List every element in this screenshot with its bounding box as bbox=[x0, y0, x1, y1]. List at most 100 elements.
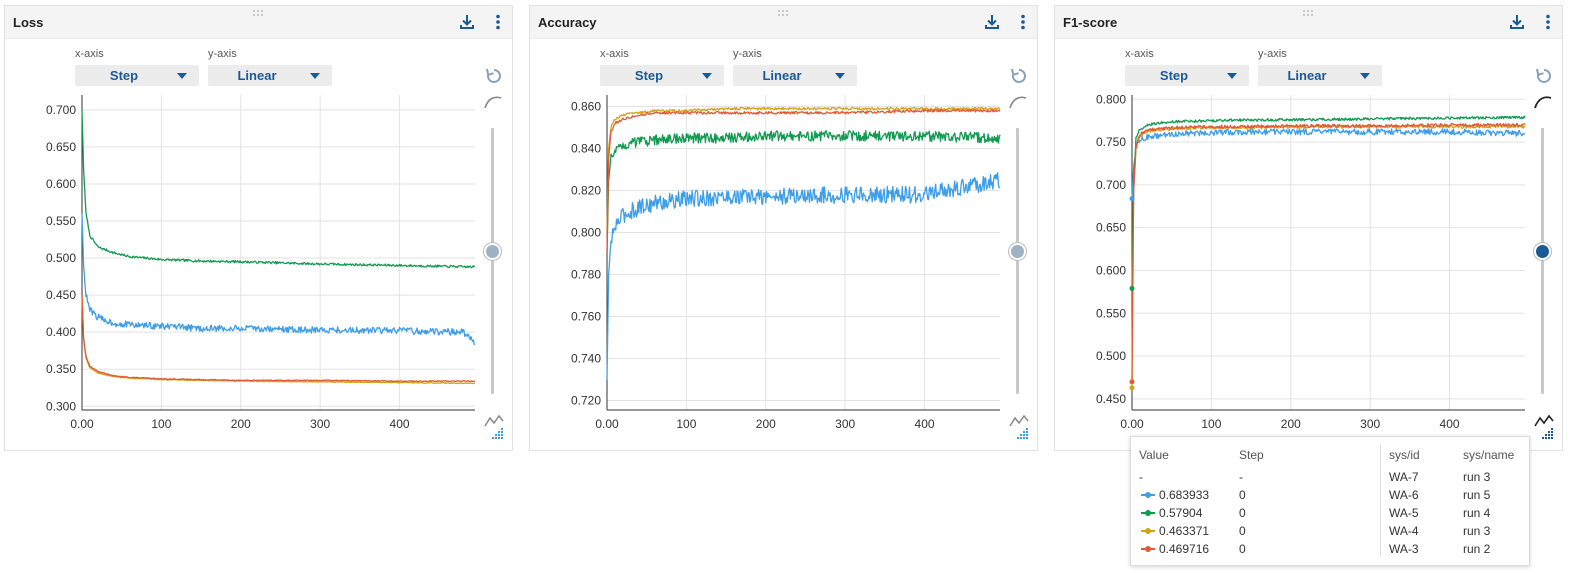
download-icon[interactable] bbox=[458, 13, 476, 31]
panel-title: Loss bbox=[13, 15, 44, 30]
smoothing-slider-track[interactable] bbox=[1016, 128, 1019, 394]
y-axis-caption: y-axis bbox=[208, 48, 237, 60]
reset-zoom-icon[interactable] bbox=[1009, 66, 1029, 86]
x-axis-value: Step bbox=[634, 68, 664, 83]
y-axis-value: Linear bbox=[237, 68, 277, 83]
x-tick-label: 300 bbox=[835, 417, 855, 431]
x-tick-label: 0.00 bbox=[70, 417, 94, 431]
smooth-curve-icon[interactable] bbox=[1533, 94, 1553, 110]
hover-point-marker-1 bbox=[1129, 285, 1135, 291]
drag-handle-icon[interactable] bbox=[253, 10, 267, 20]
series-line-3 bbox=[606, 108, 1001, 254]
hover-tooltip: Value Step sys/id sys/name - - WA-7 run 3 0.… bbox=[1130, 436, 1530, 566]
x-tick-label: 400 bbox=[1440, 417, 1460, 431]
y-tick-label: 0.550 bbox=[46, 214, 76, 228]
smoothing-slider-handle[interactable] bbox=[484, 243, 501, 260]
series-color-marker bbox=[1141, 492, 1155, 498]
smoothing-slider-track[interactable] bbox=[491, 128, 494, 394]
y-tick-label: 0.780 bbox=[571, 268, 601, 282]
chevron-down-icon bbox=[1227, 73, 1237, 79]
hover-point-marker-0 bbox=[1129, 196, 1135, 202]
reset-zoom-icon[interactable] bbox=[1534, 66, 1554, 86]
chevron-down-icon bbox=[177, 73, 187, 79]
x-axis-caption: x-axis bbox=[600, 48, 629, 60]
smoothing-slider-track[interactable] bbox=[1541, 128, 1544, 394]
series-line-1 bbox=[1131, 115, 1526, 289]
panel-title: Accuracy bbox=[538, 15, 597, 30]
more-vert-icon[interactable] bbox=[489, 13, 507, 31]
f1-score-line-chart[interactable]: 0.800 0.750 0.700 0.650 0.600 0.550 0.500 0.450… bbox=[1055, 6, 1564, 452]
hover-point-marker-3 bbox=[1129, 379, 1135, 385]
drag-handle-icon[interactable] bbox=[1303, 10, 1317, 20]
y-tick-label: 0.450 bbox=[46, 288, 76, 302]
y-tick-label: 0.720 bbox=[571, 394, 601, 408]
tooltip-step: 0 bbox=[1239, 488, 1246, 502]
series-line-3 bbox=[81, 295, 476, 383]
smooth-curve-icon[interactable] bbox=[1008, 94, 1028, 110]
tooltip-sys-id: WA-7 bbox=[1389, 470, 1419, 484]
tooltip-header-step: Step bbox=[1239, 448, 1264, 462]
accuracy-line-chart[interactable]: 0.860 0.840 0.820 0.800 0.780 0.760 0.740 0.720… bbox=[530, 6, 1039, 452]
y-axis-value: Linear bbox=[762, 68, 802, 83]
tooltip-sys-name: run 4 bbox=[1463, 506, 1491, 520]
tooltip-step: 0 bbox=[1239, 524, 1246, 538]
chart-panel-accuracy: Accuracy x-axis y-axis Step Linear bbox=[529, 5, 1038, 451]
x-axis-select[interactable]: Step bbox=[600, 65, 724, 86]
x-axis-caption: x-axis bbox=[75, 48, 104, 60]
y-tick-label: 0.760 bbox=[571, 310, 601, 324]
tooltip-divider bbox=[1380, 445, 1381, 557]
series-line-2 bbox=[1131, 124, 1526, 388]
raw-data-icon[interactable] bbox=[1533, 412, 1557, 442]
download-icon[interactable] bbox=[1508, 13, 1526, 31]
y-tick-label: 0.600 bbox=[1096, 263, 1126, 277]
series-line-0 bbox=[81, 109, 476, 269]
series-line-3 bbox=[1131, 122, 1526, 382]
tooltip-sys-name: run 5 bbox=[1463, 488, 1491, 502]
panel-header: Loss bbox=[5, 6, 512, 39]
y-tick-label: 0.740 bbox=[571, 352, 601, 366]
y-tick-label: 0.550 bbox=[1096, 306, 1126, 320]
x-tick-label: 100 bbox=[151, 417, 171, 431]
chevron-down-icon bbox=[835, 73, 845, 79]
more-vert-icon[interactable] bbox=[1014, 13, 1032, 31]
download-icon[interactable] bbox=[983, 13, 1001, 31]
y-tick-label: 0.450 bbox=[1096, 392, 1126, 406]
raw-data-icon[interactable] bbox=[1008, 412, 1032, 442]
x-tick-label: 400 bbox=[390, 417, 410, 431]
y-tick-label: 0.800 bbox=[571, 226, 601, 240]
x-axis-select[interactable]: Step bbox=[1125, 65, 1249, 86]
y-axis-caption: y-axis bbox=[733, 48, 762, 60]
chevron-down-icon bbox=[1360, 73, 1370, 79]
smoothing-slider-handle[interactable] bbox=[1534, 243, 1551, 260]
y-axis-select[interactable]: Linear bbox=[1258, 65, 1382, 86]
series-color-marker bbox=[1141, 546, 1155, 552]
x-tick-label: 0.00 bbox=[595, 417, 619, 431]
loss-line-chart[interactable]: 0.700 0.650 0.600 0.550 0.500 0.450 0.400 0.350… bbox=[5, 6, 514, 452]
grid-lines bbox=[1132, 95, 1525, 410]
raw-data-icon[interactable] bbox=[483, 412, 507, 442]
series-color-marker bbox=[1141, 528, 1155, 534]
series-color-marker bbox=[1141, 510, 1155, 516]
tooltip-sys-id: WA-6 bbox=[1389, 488, 1419, 502]
y-axis-select[interactable]: Linear bbox=[733, 65, 857, 86]
series-line-2 bbox=[81, 295, 476, 385]
y-axis-select[interactable]: Linear bbox=[208, 65, 332, 86]
series-line-0 bbox=[606, 172, 1001, 380]
tooltip-sys-id: WA-4 bbox=[1389, 524, 1419, 538]
y-tick-label: 0.500 bbox=[46, 251, 76, 265]
tooltip-sys-id: WA-3 bbox=[1389, 542, 1419, 556]
hover-point-marker-2 bbox=[1129, 385, 1135, 391]
tooltip-sys-name: run 3 bbox=[1463, 470, 1491, 484]
smoothing-slider-handle[interactable] bbox=[1009, 243, 1026, 260]
tooltip-step: 0 bbox=[1239, 506, 1246, 520]
tooltip-value: 0.683933 bbox=[1159, 488, 1210, 502]
reset-zoom-icon[interactable] bbox=[484, 66, 504, 86]
more-vert-icon[interactable] bbox=[1539, 13, 1557, 31]
series-line-1 bbox=[81, 213, 476, 346]
drag-handle-icon[interactable] bbox=[778, 10, 792, 20]
panel-header: Accuracy bbox=[530, 6, 1037, 39]
x-axis-select[interactable]: Step bbox=[75, 65, 199, 86]
tooltip-value: 0.463371 bbox=[1159, 524, 1210, 538]
y-axis-value: Linear bbox=[1287, 68, 1327, 83]
smooth-curve-icon[interactable] bbox=[483, 94, 503, 110]
